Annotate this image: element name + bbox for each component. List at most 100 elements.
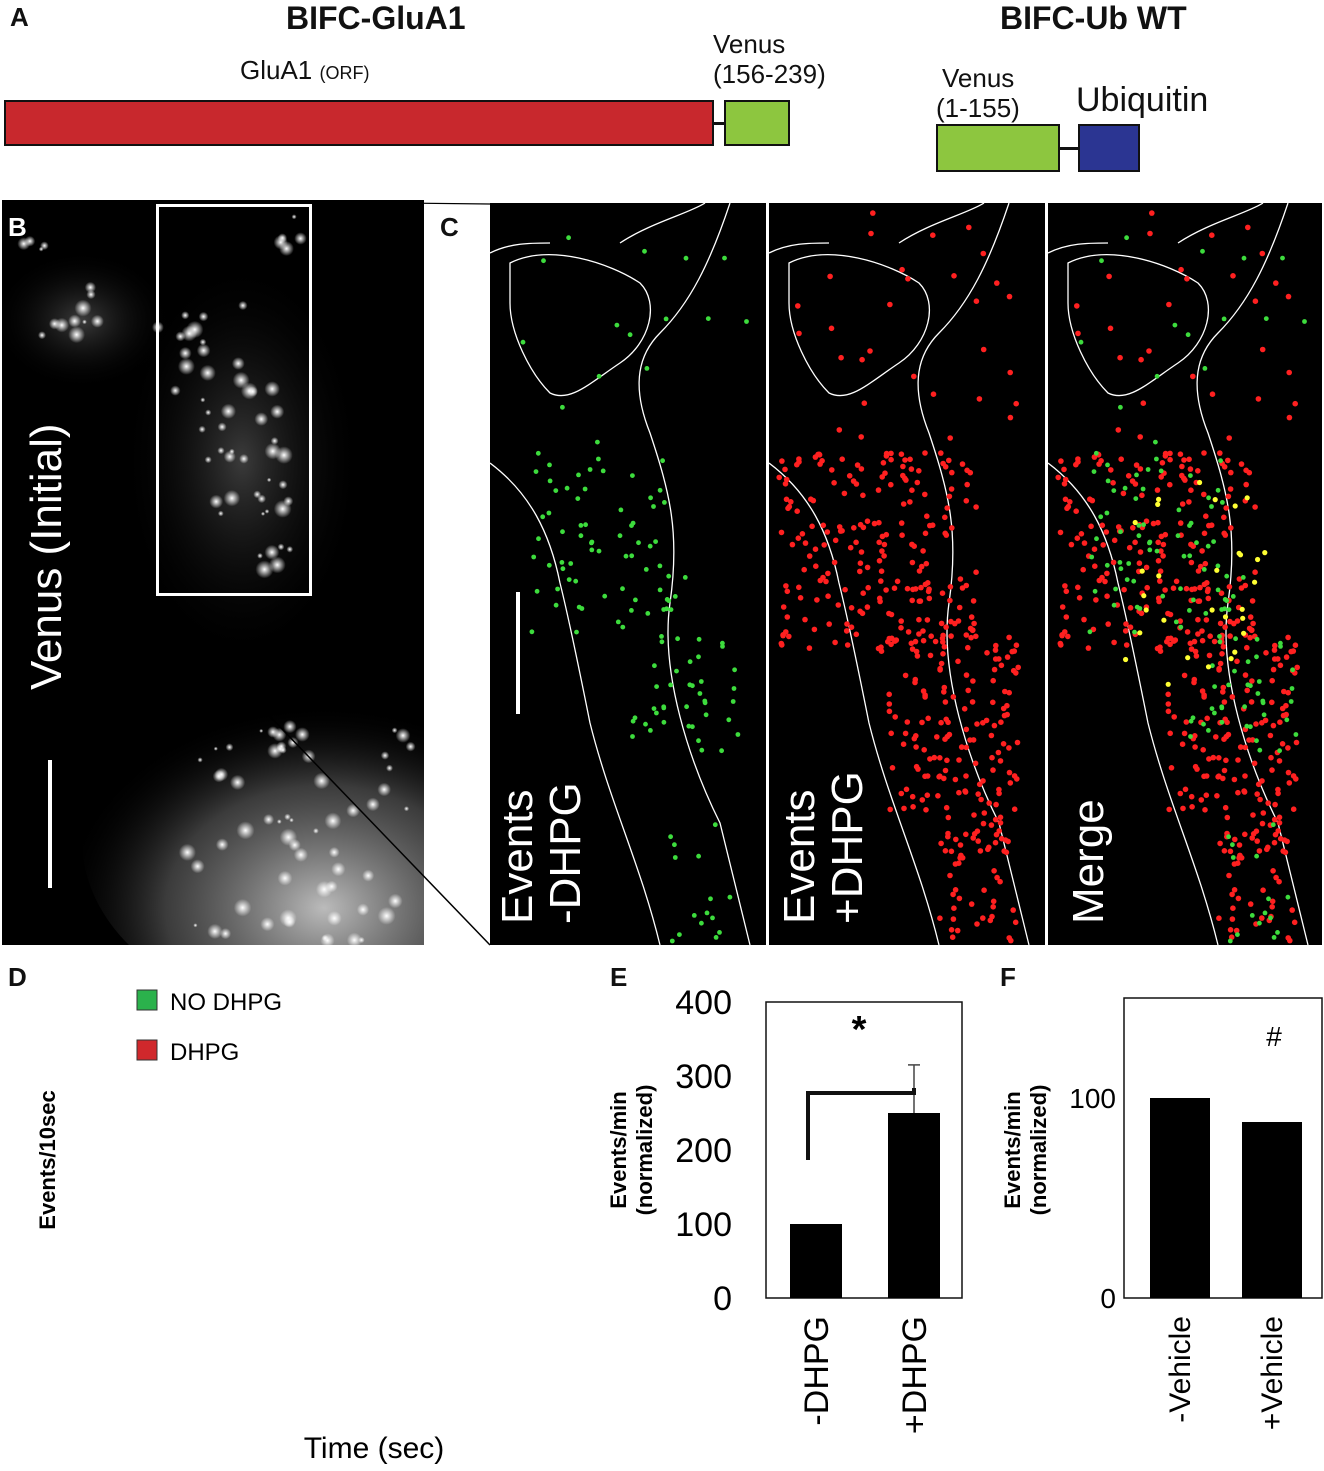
- event-dot-dhpg: [1188, 793, 1195, 800]
- event-dot-no-dhpg: [529, 629, 535, 635]
- event-dot-dhpg: [1133, 462, 1140, 468]
- event-dot-dhpg: [1194, 766, 1200, 772]
- event-dot-dhpg: [1107, 325, 1114, 332]
- event-dot-no-dhpg: [661, 705, 667, 711]
- punctum: [313, 772, 330, 790]
- event-dot-dhpg: [1165, 708, 1172, 715]
- chart-d: 0255075100 -160-100-40208014020026032038…: [35, 989, 444, 1465]
- event-dot-dhpg: [1074, 535, 1081, 541]
- event-dot-no-dhpg: [1140, 486, 1146, 492]
- event-dot-dhpg: [857, 608, 863, 615]
- construct2-title: BIFC-Ub WT: [1000, 0, 1187, 36]
- event-dot-dhpg: [1244, 687, 1250, 694]
- event-dot-dhpg: [1211, 638, 1218, 645]
- event-dot-dhpg: [900, 472, 906, 479]
- event-dot-dhpg: [1073, 508, 1079, 514]
- event-dot-dhpg: [1226, 584, 1233, 590]
- event-dot-dhpg: [1088, 523, 1094, 530]
- event-dot-dhpg: [929, 522, 936, 528]
- event-dot-no-dhpg: [674, 668, 679, 674]
- event-dot-dhpg: [958, 744, 965, 750]
- event-dot-no-dhpg: [629, 608, 634, 613]
- event-dot-dhpg: [879, 548, 885, 554]
- event-dot-dhpg: [944, 733, 951, 740]
- events-dhpg-image: [769, 203, 1045, 945]
- punctum: [289, 817, 294, 823]
- event-dot-dhpg: [788, 499, 794, 505]
- punctum: [254, 412, 269, 426]
- event-dot-dhpg: [920, 548, 926, 554]
- event-dot-overlap: [1123, 656, 1129, 663]
- event-dot-dhpg: [1230, 273, 1236, 279]
- event-dot-dhpg: [919, 797, 926, 803]
- e-x-tick-label: +DHPG: [896, 1316, 934, 1434]
- event-dot-dhpg: [1259, 820, 1266, 827]
- event-dot-dhpg: [853, 539, 859, 546]
- event-dot-dhpg: [1271, 816, 1278, 823]
- event-dot-dhpg: [1093, 597, 1099, 603]
- e-y-axis-label-1: Events/min: [606, 1091, 631, 1208]
- event-dot-dhpg: [1276, 814, 1283, 821]
- event-dot-dhpg: [1272, 642, 1278, 649]
- event-dot-dhpg: [842, 586, 848, 593]
- event-dot-dhpg: [1280, 712, 1287, 719]
- event-dot-dhpg: [889, 765, 896, 771]
- punctum: [320, 933, 335, 945]
- punctum: [68, 326, 85, 344]
- event-dot-dhpg: [942, 514, 948, 521]
- punctum: [283, 496, 294, 507]
- event-dot-no-dhpg: [1262, 910, 1268, 916]
- punctum: [356, 903, 370, 916]
- event-dot-no-dhpg: [1118, 404, 1123, 410]
- f-significance: #: [1266, 1021, 1282, 1052]
- construct1-title: BIFC-GluA1: [286, 0, 466, 36]
- event-dot-overlap: [1132, 519, 1138, 526]
- event-dot-dhpg: [1165, 701, 1172, 707]
- event-dot-no-dhpg: [1154, 548, 1160, 554]
- event-dot-dhpg: [1268, 754, 1274, 761]
- event-dot-dhpg: [1014, 776, 1020, 782]
- event-dot-no-dhpg: [657, 587, 663, 593]
- event-dot-dhpg: [992, 647, 999, 653]
- event-dot-dhpg: [1259, 778, 1265, 784]
- event-dot-no-dhpg: [654, 684, 659, 689]
- event-dot-dhpg: [1187, 640, 1194, 647]
- event-dot-no-dhpg: [719, 748, 724, 754]
- event-dot-no-dhpg: [1226, 607, 1232, 612]
- event-dot-dhpg: [973, 504, 979, 510]
- event-dot-dhpg: [783, 583, 789, 589]
- event-dot-no-dhpg: [1219, 705, 1225, 711]
- event-dot-no-dhpg: [1263, 316, 1269, 321]
- event-dot-no-dhpg: [647, 543, 653, 549]
- event-dot-dhpg: [1096, 461, 1102, 467]
- event-dot-dhpg: [939, 590, 946, 596]
- event-dot-dhpg: [942, 699, 949, 705]
- event-dot-no-dhpg: [1188, 734, 1193, 739]
- venus-n-label-2: (1-155): [936, 93, 1020, 123]
- event-dot-dhpg: [883, 531, 890, 538]
- event-dot-dhpg: [1192, 744, 1198, 750]
- event-dot-dhpg: [937, 773, 943, 779]
- event-dot-dhpg: [900, 463, 906, 470]
- event-dot-dhpg: [1235, 789, 1241, 796]
- event-dot-dhpg: [1285, 634, 1291, 641]
- event-dot-dhpg: [901, 805, 907, 812]
- event-dot-dhpg: [1259, 915, 1265, 921]
- event-dot-dhpg: [930, 391, 937, 397]
- event-dot-no-dhpg: [660, 458, 665, 464]
- punctum: [239, 454, 249, 464]
- event-dot-dhpg: [812, 454, 819, 460]
- event-dot-dhpg: [968, 634, 974, 641]
- event-dot-dhpg: [1253, 721, 1259, 727]
- event-dot-dhpg: [980, 915, 986, 921]
- event-dot-dhpg: [1140, 400, 1147, 406]
- event-dot-no-dhpg: [643, 567, 649, 572]
- gluA1-sub: (ORF): [319, 63, 370, 83]
- event-dot-dhpg: [1199, 548, 1205, 554]
- event-dot-dhpg: [988, 822, 995, 828]
- event-dot-dhpg: [1115, 427, 1122, 433]
- event-dot-dhpg: [876, 558, 883, 564]
- event-dot-overlap: [1222, 614, 1229, 620]
- event-dot-dhpg: [847, 544, 854, 551]
- event-dot-no-dhpg: [662, 500, 667, 505]
